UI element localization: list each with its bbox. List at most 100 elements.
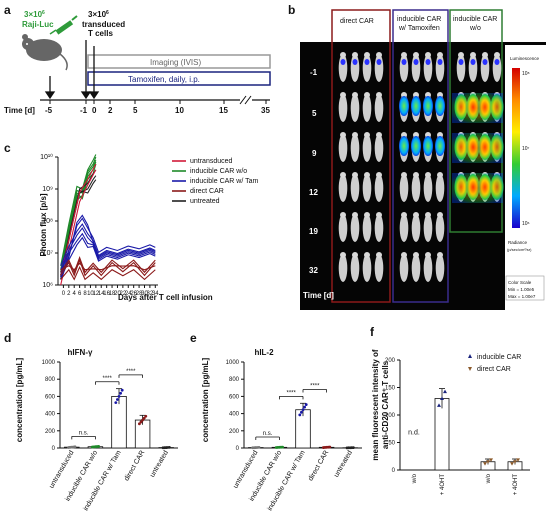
signal-background bbox=[452, 173, 503, 203]
e-ylabel: concentration [pg/mL] bbox=[201, 357, 210, 442]
mouse-image bbox=[350, 134, 360, 162]
legend-label: direct CAR bbox=[190, 188, 224, 195]
series-line-inducible-wo bbox=[60, 154, 97, 266]
mouse-head bbox=[437, 172, 443, 178]
signal-spot bbox=[423, 96, 433, 116]
imaging-label: Imaging (IVIS) bbox=[150, 58, 201, 67]
panel-label-f: f bbox=[370, 325, 375, 339]
mouse-image bbox=[338, 134, 348, 162]
mouse-head bbox=[437, 212, 443, 218]
d-title: hIFN-γ bbox=[68, 348, 93, 357]
e-data-point bbox=[298, 413, 302, 417]
e-sig-label: **** bbox=[310, 384, 320, 390]
time-label-b: Time [d] bbox=[303, 291, 334, 300]
e-data-point bbox=[281, 445, 284, 449]
c-y-tick-label: 10⁷ bbox=[43, 250, 54, 257]
mouse-image bbox=[411, 214, 421, 242]
signal-spot bbox=[411, 96, 421, 116]
f-ylabel-2: anti-CD20 CAR⁺ T cells bbox=[381, 360, 390, 449]
tcell-label-1: transduced bbox=[82, 20, 125, 29]
mouse-head bbox=[482, 52, 488, 58]
mouse-head bbox=[364, 212, 370, 218]
mouse-head bbox=[340, 252, 346, 258]
mouse-head bbox=[401, 172, 407, 178]
d-y-tick-label: 200 bbox=[45, 429, 56, 435]
d-data-point bbox=[97, 444, 100, 448]
mouse-image bbox=[350, 94, 360, 122]
tcell-label-2: T cells bbox=[88, 29, 113, 38]
mouse-image bbox=[350, 254, 360, 282]
f-ylabel-1: mean fluorescent intensity of bbox=[371, 349, 380, 460]
colorbar bbox=[512, 68, 520, 228]
panel-label-c: c bbox=[4, 141, 11, 155]
row-label: 12 bbox=[309, 188, 318, 197]
mouse-head bbox=[352, 172, 358, 178]
mouse-head bbox=[494, 52, 500, 58]
mouse-image bbox=[399, 254, 409, 282]
mouse-head bbox=[352, 52, 358, 58]
c-y-tick-label: 10¹⁰ bbox=[40, 153, 53, 161]
mouse-image bbox=[350, 214, 360, 242]
mouse-image bbox=[338, 94, 348, 122]
mouse-image bbox=[399, 214, 409, 242]
signal-spot bbox=[437, 59, 443, 65]
f-y-tick-label: 200 bbox=[385, 358, 396, 364]
d-data-point bbox=[144, 414, 148, 418]
panel-b: b direct CAR inducible CAR w/ Tamoxifen … bbox=[288, 3, 546, 310]
timeline-ticks: -5 -1 0 2 5 10 15 35 bbox=[45, 106, 270, 115]
legend-label: direct CAR bbox=[477, 366, 511, 373]
e-data-point bbox=[303, 405, 306, 409]
mouse-image bbox=[338, 174, 348, 202]
mouse-head bbox=[364, 92, 370, 98]
d-sig-label: n.s. bbox=[79, 430, 89, 436]
mouse-image bbox=[411, 174, 421, 202]
mouse-head bbox=[425, 172, 431, 178]
mouse-head bbox=[376, 132, 382, 138]
d-data-point bbox=[138, 422, 141, 426]
mouse-head bbox=[340, 172, 346, 178]
d-data-point bbox=[120, 388, 124, 392]
mouse-head bbox=[425, 252, 431, 258]
d-y-tick-label: 600 bbox=[45, 394, 56, 400]
mouse-head bbox=[352, 252, 358, 258]
e-y-tick-label: 800 bbox=[229, 377, 240, 383]
signal-background bbox=[452, 93, 503, 123]
legend-label: inducible CAR w/o bbox=[190, 168, 247, 175]
injection-arrows bbox=[44, 40, 100, 100]
colorbar-tick: 10⁷ bbox=[522, 146, 530, 152]
d-x-tick-label: untransduced bbox=[48, 449, 75, 489]
d-data-point bbox=[116, 398, 119, 401]
c-x-tick-label: 10 bbox=[87, 291, 94, 297]
mouse-image bbox=[480, 54, 490, 82]
mouse-image bbox=[362, 134, 372, 162]
c-legend: untransduced inducible CAR w/o inducible… bbox=[172, 158, 259, 205]
raji-count: 3×106 bbox=[24, 10, 45, 19]
d-data-point bbox=[73, 445, 77, 449]
signal-spot bbox=[399, 136, 409, 156]
signal-spot bbox=[482, 59, 488, 65]
signal-spot bbox=[399, 96, 409, 116]
mouse-head bbox=[413, 212, 419, 218]
row-label: 19 bbox=[309, 227, 318, 236]
mouse-icon bbox=[22, 34, 68, 71]
mouse-image bbox=[338, 254, 348, 282]
svg-text:-5: -5 bbox=[45, 106, 53, 115]
mouse-head bbox=[340, 132, 346, 138]
panel-e: e hIL-2 concentration [pg/mL] 0 200 400 600… bbox=[190, 331, 362, 512]
signal-spot bbox=[470, 59, 476, 65]
c-x-tick-label: 32 bbox=[147, 291, 154, 297]
row-label: 9 bbox=[312, 149, 317, 158]
d-y-tick-label: 0 bbox=[52, 446, 56, 452]
scale-box bbox=[505, 275, 545, 301]
mouse-head bbox=[413, 52, 419, 58]
scale-line: Max = 1.00e7 bbox=[508, 294, 536, 299]
series-line-untransduced bbox=[60, 163, 97, 276]
f-data-point bbox=[516, 458, 520, 462]
row-labels: -1 5 9 12 19 32 bbox=[309, 68, 318, 275]
mouse-image bbox=[362, 254, 372, 282]
d-ylabel: concentration [pg/mL] bbox=[15, 357, 24, 442]
mouse-image bbox=[423, 214, 433, 242]
radiance-label-2: (p/sec/cm²/sr) bbox=[507, 247, 532, 252]
mouse-image bbox=[423, 54, 433, 82]
